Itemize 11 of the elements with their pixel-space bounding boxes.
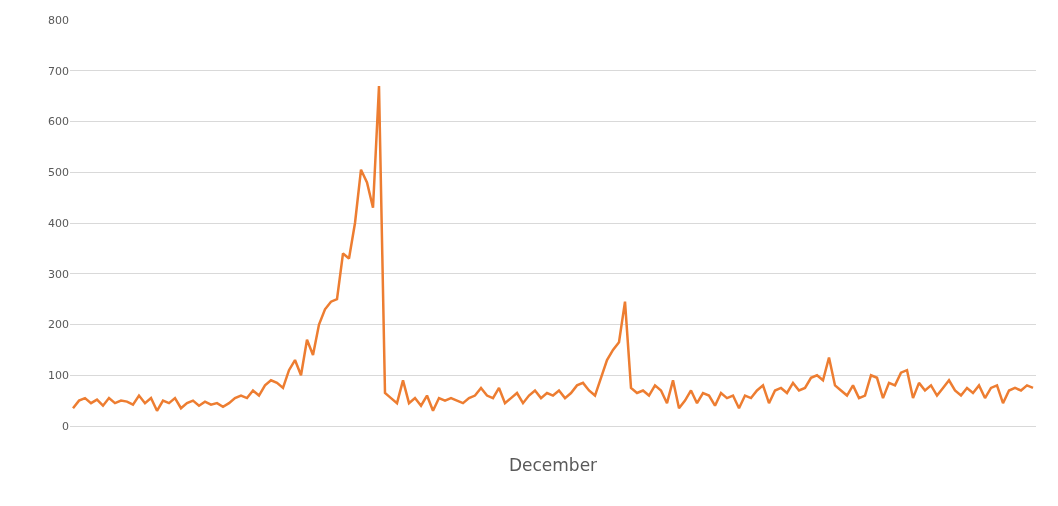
y-tick-label: 700 (48, 64, 69, 78)
y-tick-label: 300 (48, 267, 69, 281)
y-tick-label: 600 (48, 115, 69, 129)
y-tick-label: 500 (48, 166, 69, 180)
y-tick-label: 800 (48, 13, 69, 27)
x-axis-title: December (508, 454, 598, 475)
line-series (71, 84, 1035, 413)
y-tick-label: 100 (48, 369, 69, 383)
y-tick-label: 0 (62, 419, 69, 433)
y-tick-label: 200 (48, 318, 69, 332)
y-tick-label: 400 (48, 216, 69, 230)
